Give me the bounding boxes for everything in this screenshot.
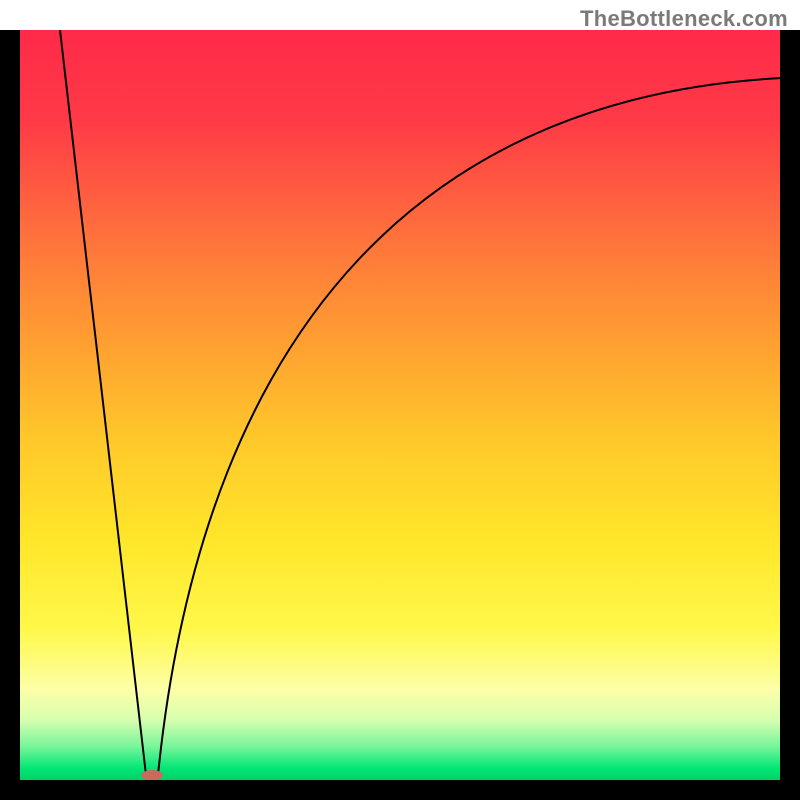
optimal-point-marker: [141, 770, 163, 780]
bottleneck-chart: [0, 0, 800, 800]
watermark: TheBottleneck.com: [580, 6, 788, 32]
chart-border-left: [0, 30, 20, 800]
chart-border-right: [780, 30, 800, 800]
chart-border-bottom: [0, 780, 800, 800]
